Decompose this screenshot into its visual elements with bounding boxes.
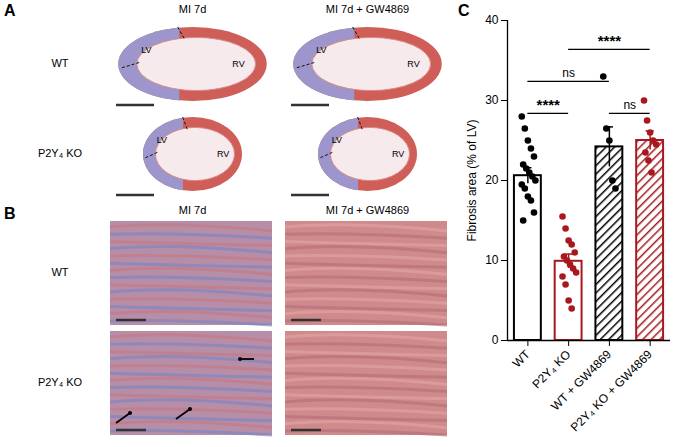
svg-text:WT: WT xyxy=(51,266,68,278)
svg-text:****: **** xyxy=(537,96,561,113)
svg-text:RV: RV xyxy=(407,59,419,69)
svg-text:WT: WT xyxy=(51,57,68,69)
svg-text:40: 40 xyxy=(485,13,499,27)
svg-text:LV: LV xyxy=(141,45,151,55)
svg-text:RV: RV xyxy=(217,149,229,159)
svg-text:P2Y₄ KO: P2Y₄ KO xyxy=(529,347,574,392)
svg-text:P2Y₄ KO + GW4869: P2Y₄ KO + GW4869 xyxy=(568,347,655,434)
svg-text:0: 0 xyxy=(492,333,499,347)
html-text:C: C xyxy=(458,2,470,19)
svg-text:30: 30 xyxy=(485,93,499,107)
svg-text:MI 7d: MI 7d xyxy=(179,204,207,216)
svg-text:WT + GW4869: WT + GW4869 xyxy=(548,347,615,414)
svg-text:P2Y₄ KO: P2Y₄ KO xyxy=(38,376,83,388)
svg-text:Fibrosis area (% of LV): Fibrosis area (% of LV) xyxy=(465,120,479,242)
svg-text:B: B xyxy=(4,205,16,222)
svg-text:A: A xyxy=(4,2,16,19)
svg-text:****: **** xyxy=(598,32,622,49)
svg-text:10: 10 xyxy=(485,253,499,267)
svg-text:MI 7d + GW4869: MI 7d + GW4869 xyxy=(326,3,409,15)
svg-text:WT: WT xyxy=(510,347,534,371)
svg-text:LV: LV xyxy=(332,135,342,145)
svg-text:RV: RV xyxy=(392,149,404,159)
svg-text:P2Y₄ KO: P2Y₄ KO xyxy=(38,147,83,159)
svg-text:ns: ns xyxy=(623,98,636,112)
svg-text:20: 20 xyxy=(485,173,499,187)
svg-text:LV: LV xyxy=(316,45,326,55)
svg-text:RV: RV xyxy=(232,59,244,69)
svg-text:MI 7d + GW4869: MI 7d + GW4869 xyxy=(326,204,409,216)
svg-text:MI 7d: MI 7d xyxy=(179,3,207,15)
svg-text:LV: LV xyxy=(157,135,167,145)
svg-text:ns: ns xyxy=(562,66,575,80)
